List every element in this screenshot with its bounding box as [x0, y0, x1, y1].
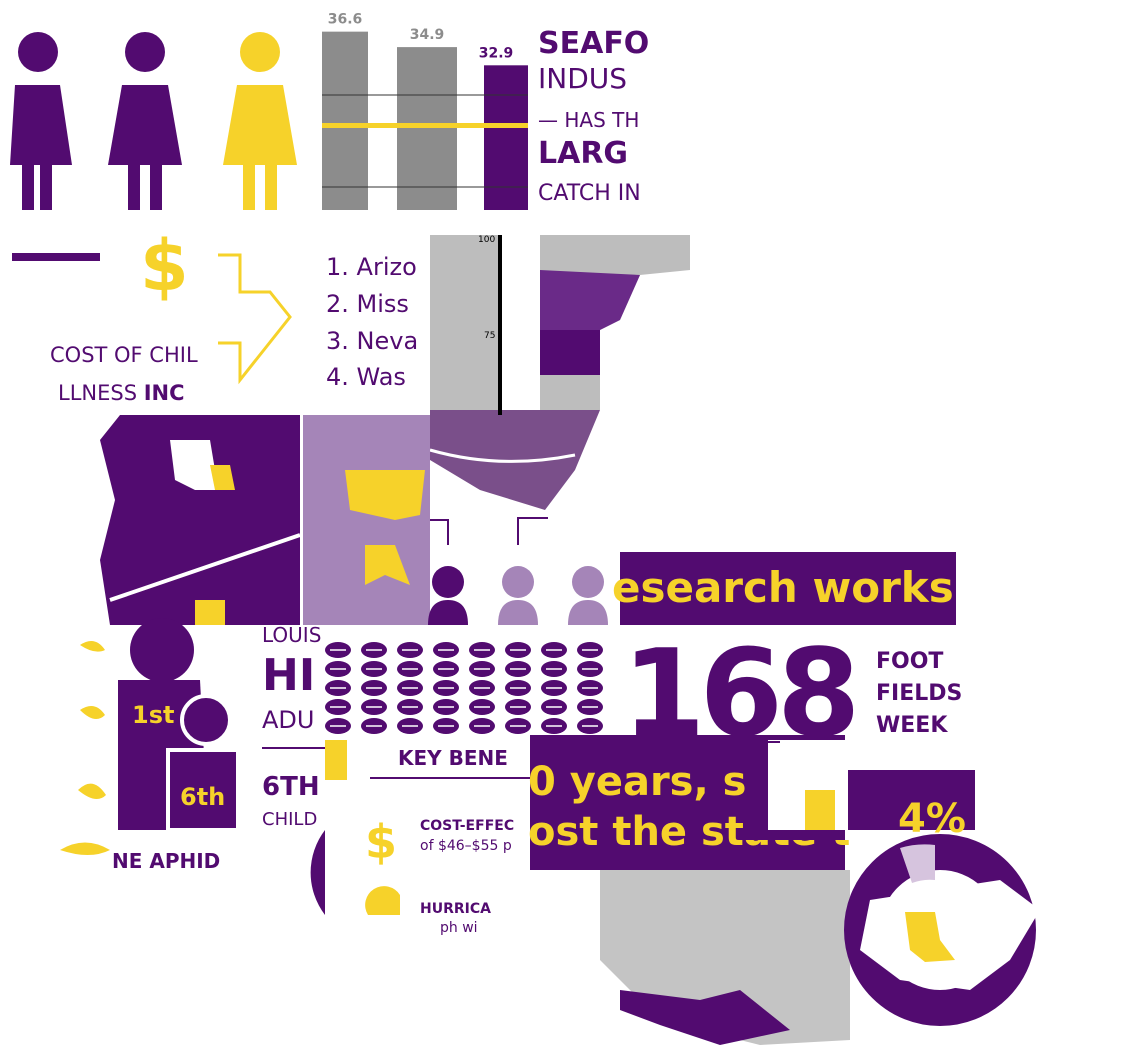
benefit-title: HURRICA	[420, 901, 491, 917]
rank-item: 1. Arizo	[326, 253, 417, 281]
benefit-text: ph wi	[440, 920, 478, 936]
map-panel	[100, 415, 300, 625]
arrow	[764, 741, 780, 805]
stat-text: FOOT	[876, 649, 943, 674]
seafood-line: LARG	[538, 136, 628, 171]
benefit-title: COST-EFFEC	[420, 818, 514, 834]
clip	[956, 552, 976, 625]
seafood-line: — HAS TH	[538, 108, 639, 132]
bar	[397, 47, 457, 210]
rank-item: 2. Miss	[326, 290, 409, 318]
seafood-line: SEAFO	[538, 26, 649, 61]
state-shape	[905, 912, 955, 962]
arrow	[430, 519, 449, 545]
cost-text: LLNESS INC	[58, 381, 185, 405]
banner	[620, 552, 968, 625]
bar-label: 32.9	[479, 45, 514, 61]
box-text: 0 years, s	[528, 759, 746, 805]
donut-segment	[900, 844, 935, 883]
rank-item: 3. Neva	[326, 327, 418, 355]
divider	[109, 533, 301, 602]
fragment	[429, 235, 690, 510]
hurricane-icon	[365, 886, 400, 915]
la-text: CHILD	[262, 809, 317, 830]
alaska-map	[365, 545, 410, 585]
arrow	[517, 517, 548, 545]
la-text: 6TH	[262, 772, 320, 802]
overlay	[848, 770, 975, 830]
axis-tick: 75	[484, 331, 495, 341]
person-icons	[428, 566, 608, 625]
white-map	[860, 880, 1040, 990]
ranking: 1. Arizo 2. Miss 3. Neva 4. Was	[326, 253, 418, 391]
average-line	[322, 123, 528, 128]
us-map	[345, 470, 425, 520]
shrimp-icons	[60, 641, 110, 855]
seafood-line: CATCH IN	[538, 181, 641, 206]
clip	[686, 20, 706, 220]
state-shape	[195, 600, 225, 625]
state-shape	[210, 465, 235, 490]
aphid-text: NE APHID	[112, 849, 220, 873]
rule	[12, 253, 100, 261]
figure-label: 1st	[132, 701, 174, 729]
seafood-text: SEAFO INDUS — HAS TH LARG CATCH IN	[538, 26, 649, 206]
benefit-text: of $46–$55 p	[420, 838, 512, 854]
icon	[805, 790, 835, 830]
football-grid	[325, 642, 603, 734]
bar-label: 34.9	[410, 27, 445, 43]
banner-text: esearch works	[612, 563, 954, 612]
figure	[118, 618, 240, 832]
dollar-icon: $	[140, 225, 189, 307]
bar	[322, 31, 368, 210]
seafood-line: INDUS	[538, 62, 627, 95]
coast-region	[620, 990, 790, 1045]
dollar-icon: $	[365, 815, 397, 869]
brick-icon	[325, 740, 347, 780]
la-text: ADU	[262, 706, 314, 734]
cost-text: COST OF CHIL	[50, 343, 198, 367]
woman-icons	[10, 32, 297, 210]
stat-text: FIELDS	[876, 681, 962, 706]
la-text: HI	[262, 650, 315, 701]
bar	[484, 65, 528, 210]
la-text: LOUIS	[262, 623, 321, 647]
bar-label: 36.6	[328, 12, 363, 28]
benefits-title: KEY BENE	[398, 746, 508, 770]
axis-tick: 100	[478, 235, 495, 245]
arrow	[218, 253, 292, 385]
map-panel	[303, 415, 430, 625]
rank-item: 4. Was	[326, 363, 406, 391]
percent: 4%	[898, 796, 966, 842]
circle-fragment	[310, 830, 325, 915]
figure-label: 6th	[180, 783, 225, 811]
stat-text: WEEK	[876, 713, 948, 738]
bar-fragment: 36.6 34.9 32.9	[322, 12, 528, 210]
